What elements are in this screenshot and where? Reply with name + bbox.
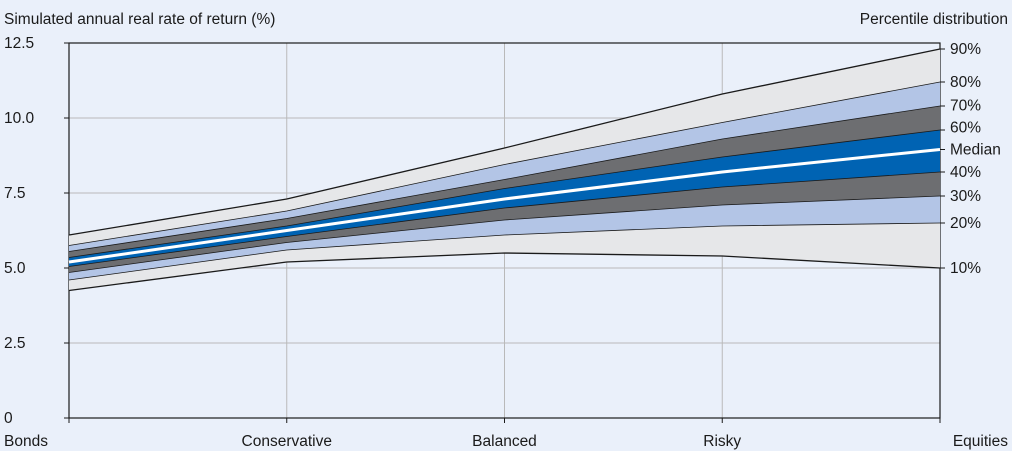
band-20pct-to-30pct [69, 196, 940, 280]
y-tick-label: 10.0 [4, 110, 35, 127]
y-tick-label: 7.5 [4, 185, 26, 202]
legend-label-40pct: 40% [950, 164, 981, 181]
line-10pct [68, 252, 941, 292]
line-60pct [68, 129, 941, 258]
band-60pct-to-70pct [69, 106, 940, 258]
band-70pct-to-80pct [69, 82, 940, 252]
legend-label-20pct: 20% [950, 215, 981, 232]
legend-label-10pct: 10% [950, 260, 981, 277]
x-tick-label-bonds: Bonds [4, 433, 48, 450]
legend-label-median: Median [950, 142, 1001, 159]
x-tick-label-risky: Risky [703, 433, 741, 450]
y-tick-label: 2.5 [4, 335, 26, 352]
x-tick-label-conservative: Conservative [242, 433, 332, 450]
percentile-lines [68, 48, 941, 292]
band-30pct-to-40pct [69, 172, 940, 273]
x-tick-label-equities: Equities [953, 433, 1008, 450]
line-40pct [68, 171, 941, 267]
percentile-bands [69, 49, 940, 291]
y-tick-label: 0 [4, 410, 13, 427]
y-axis-label: Simulated annual real rate of return (%) [4, 11, 275, 28]
line-90pct [68, 48, 941, 236]
percentile-labels: 10% 20% 30% 40% Median 60% 70% 80% 90% [940, 41, 1001, 277]
line-20pct [68, 222, 941, 281]
legend-label-80pct: 80% [950, 74, 981, 91]
x-tick-label-balanced: Balanced [472, 433, 537, 450]
legend-label-60pct: 60% [950, 120, 981, 137]
band-80pct-to-90pct [69, 49, 940, 246]
line-30pct [68, 195, 941, 273]
legend-label-90pct: 90% [950, 41, 981, 58]
band-10pct-to-20pct [69, 223, 940, 291]
legend-title: Percentile distribution [860, 11, 1008, 28]
line-median [68, 148, 941, 264]
y-tick-label: 5.0 [4, 260, 26, 277]
x-axis-ticks: Bonds Conservative Balanced Risky Equities [4, 418, 1008, 450]
line-80pct [68, 81, 941, 246]
legend-label-30pct: 30% [950, 188, 981, 205]
line-70pct [68, 105, 941, 252]
y-axis-ticks: 0 2.5 5.0 7.5 10.0 12.5 [4, 35, 69, 427]
legend-label-70pct: 70% [950, 98, 981, 115]
y-tick-label: 12.5 [4, 35, 34, 52]
